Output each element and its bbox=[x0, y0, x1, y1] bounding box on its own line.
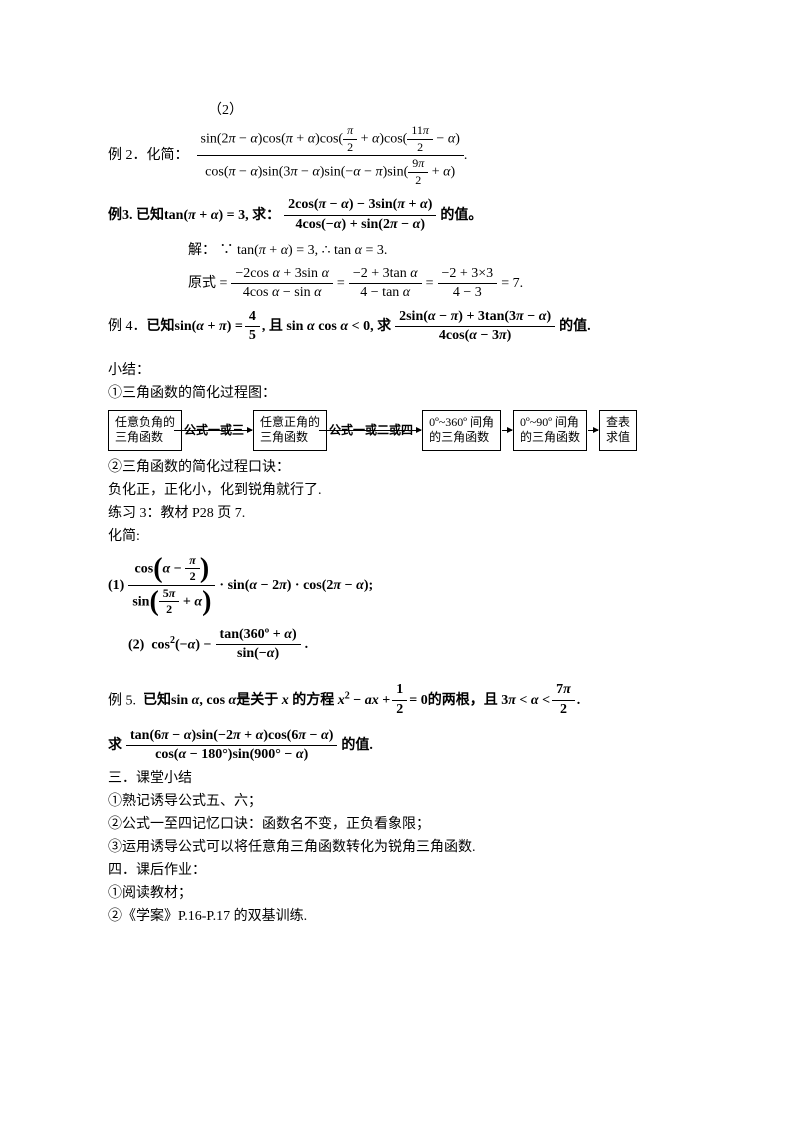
example-3: 例3. 已知tan(π + α) = 3, 求： 2cos(π − α) − 3… bbox=[108, 196, 692, 233]
flow-box-5: 查表求值 bbox=[599, 410, 637, 451]
ex5-d: 求 bbox=[108, 735, 122, 756]
ex5-e: 的值. bbox=[341, 735, 373, 756]
example-5-line1: 例 5. 已知sin α, cos α是关于 x 的方程 x2 − ax + 1… bbox=[108, 681, 692, 718]
flowchart: 任意负角的三角函数 公式一或三 任意正角的三角函数 公式一或二或四 0º~360… bbox=[108, 410, 692, 451]
summary-p3: 负化正，正化小，化到锐角就行了. bbox=[108, 480, 692, 501]
ex3-sol1: 解： ∵ tan(π + α) = 3, ∴ tan α = 3. bbox=[188, 240, 692, 261]
ex3-sol2-tail: = 7. bbox=[501, 273, 523, 294]
ex3-frac: 2cos(π − α) − 3sin(π + α) 4cos(−α) + sin… bbox=[284, 196, 436, 233]
flow-box-3: 0º~360º 间角的三角函数 bbox=[422, 410, 501, 451]
ex3-sol2-label: 原式 = bbox=[188, 273, 227, 294]
example-4: 例 4．已知sin(α + π) = 45 , 且 sin α cos α < … bbox=[108, 308, 692, 345]
arrow-icon bbox=[588, 430, 598, 431]
ex2-label: 例 2．化简： bbox=[108, 145, 189, 166]
ex2-fraction: sin(2π − α)cos(π + α)cos(π2 + α)cos(11π2… bbox=[197, 123, 464, 188]
arrow-icon bbox=[502, 430, 512, 431]
ex3-b: 的值。 bbox=[440, 205, 482, 226]
pr1-label: (1) bbox=[108, 575, 124, 596]
ex5-c: . bbox=[577, 690, 581, 711]
flow-box-1: 任意负角的三角函数 bbox=[108, 410, 182, 451]
closing-l3: ②公式一至四记忆口诀：函数名不变，正负看象限； bbox=[108, 814, 692, 835]
practice-1: (1) cos(α − π2) sin(5π2 + α) · sin(α − 2… bbox=[108, 553, 692, 618]
closing-l4: ③运用诱导公式可以将任意角三角函数转化为锐角三角函数. bbox=[108, 837, 692, 858]
summary-p5: 化简: bbox=[108, 526, 692, 547]
ex3-sol2: 原式 = −2cos α + 3sin α4cos α − sin α = −2… bbox=[188, 265, 692, 302]
closing-l1: 三．课堂小结 bbox=[108, 768, 692, 789]
ex2-tail: . bbox=[464, 145, 468, 166]
flow-box-2: 任意正角的三角函数 bbox=[253, 410, 327, 451]
closing-l5: 四．课后作业： bbox=[108, 860, 692, 881]
flow-box-4: 0º~90º 间角的三角函数 bbox=[513, 410, 587, 451]
arrow-icon bbox=[174, 430, 252, 431]
example-5-line2: 求 tan(6π − α)sin(−2π + α)cos(6π − α) cos… bbox=[108, 727, 692, 764]
closing-l7: ②《学案》P.16-P.17 的双基训练. bbox=[108, 906, 692, 927]
example-2: 例 2．化简： sin(2π − α)cos(π + α)cos(π2 + α)… bbox=[108, 123, 692, 188]
summary-p1: ①三角函数的简化过程图： bbox=[108, 383, 692, 404]
practice-2: (2) cos2(−α) − tan(360º + α) sin(−α) . bbox=[128, 626, 692, 663]
closing-l6: ①阅读教材； bbox=[108, 883, 692, 904]
summary-p4: 练习 3：教材 P28 页 7. bbox=[108, 503, 692, 524]
pr2-tail: . bbox=[305, 634, 309, 655]
ex3-a: 例3. 已知tan(π + α) = 3, 求： bbox=[108, 208, 280, 223]
ex4-c: 的值. bbox=[559, 316, 591, 337]
summary-p2: ②三角函数的简化过程口诀： bbox=[108, 457, 692, 478]
arrow-icon bbox=[319, 430, 421, 431]
closing-l2: ①熟记诱导公式五、六； bbox=[108, 791, 692, 812]
header-marker: （2） bbox=[208, 100, 692, 121]
summary-title: 小结： bbox=[108, 360, 692, 381]
